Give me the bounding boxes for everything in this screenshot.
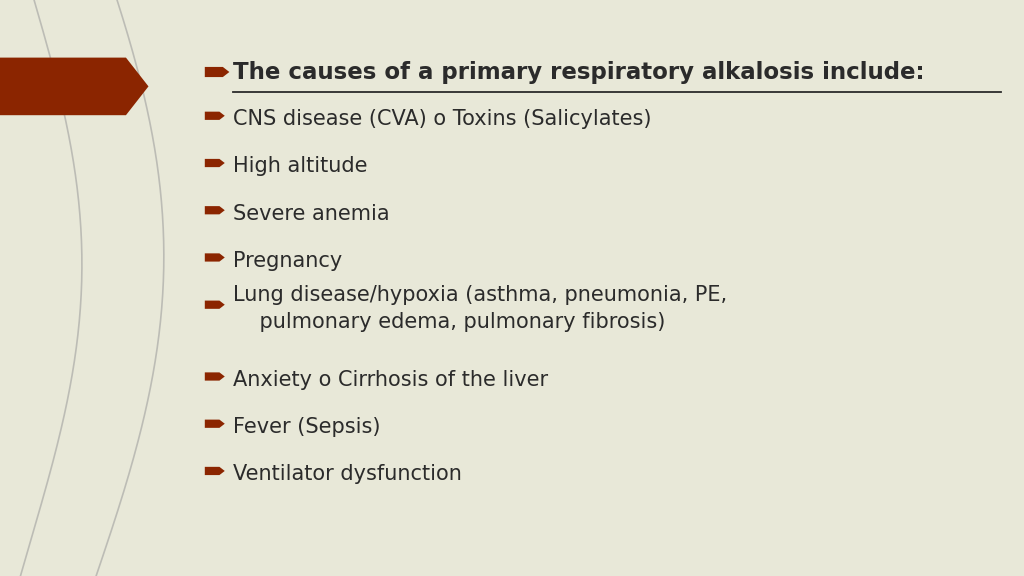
Text: CNS disease (CVA) o Toxins (Salicylates): CNS disease (CVA) o Toxins (Salicylates) <box>233 109 652 129</box>
Text: Ventilator dysfunction: Ventilator dysfunction <box>233 464 463 484</box>
Text: Anxiety o Cirrhosis of the liver: Anxiety o Cirrhosis of the liver <box>233 370 549 390</box>
Text: Severe anemia: Severe anemia <box>233 204 390 223</box>
Polygon shape <box>205 301 225 309</box>
Polygon shape <box>205 112 225 120</box>
Polygon shape <box>205 467 225 475</box>
Text: Lung disease/hypoxia (asthma, pneumonia, PE,
    pulmonary edema, pulmonary fibr: Lung disease/hypoxia (asthma, pneumonia,… <box>233 285 728 332</box>
Polygon shape <box>0 58 148 115</box>
Polygon shape <box>205 206 225 214</box>
Polygon shape <box>205 253 225 262</box>
Text: High altitude: High altitude <box>233 157 368 176</box>
Polygon shape <box>205 419 225 428</box>
Polygon shape <box>205 159 225 167</box>
Text: Fever (Sepsis): Fever (Sepsis) <box>233 417 381 437</box>
Text: Pregnancy: Pregnancy <box>233 251 343 271</box>
Text: The causes of a primary respiratory alkalosis include:: The causes of a primary respiratory alka… <box>233 60 925 84</box>
Polygon shape <box>205 67 229 77</box>
Polygon shape <box>205 372 225 381</box>
